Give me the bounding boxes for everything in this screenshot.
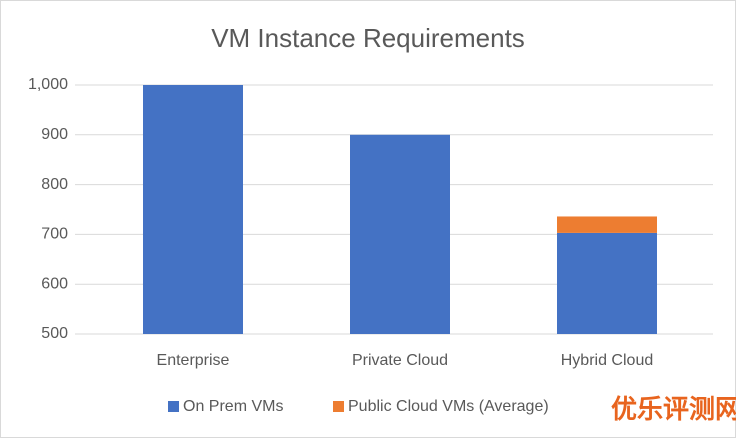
y-tick-label: 700	[41, 226, 68, 243]
x-tick-label: Enterprise	[157, 352, 230, 369]
legend-swatch	[168, 401, 179, 412]
bar-segment	[143, 85, 243, 334]
y-tick-label: 500	[41, 325, 68, 342]
bar-segment	[557, 216, 657, 233]
y-tick-label: 1,000	[28, 76, 68, 93]
x-tick-label: Private Cloud	[352, 352, 448, 369]
y-tick-label: 900	[41, 126, 68, 143]
watermark: 优乐评测网	[611, 394, 736, 424]
bar-segment	[557, 232, 657, 334]
legend-swatch	[333, 401, 344, 412]
x-tick-label: Hybrid Cloud	[561, 352, 653, 369]
legend-label: Public Cloud VMs (Average)	[348, 398, 549, 415]
bar-segment	[350, 134, 450, 334]
legend-label: On Prem VMs	[183, 398, 283, 415]
y-tick-label: 600	[41, 275, 68, 292]
y-tick-label: 800	[41, 176, 68, 193]
chart-title: VM Instance Requirements	[211, 23, 525, 53]
